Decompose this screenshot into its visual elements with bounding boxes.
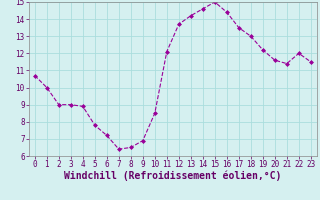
X-axis label: Windchill (Refroidissement éolien,°C): Windchill (Refroidissement éolien,°C) <box>64 171 282 181</box>
